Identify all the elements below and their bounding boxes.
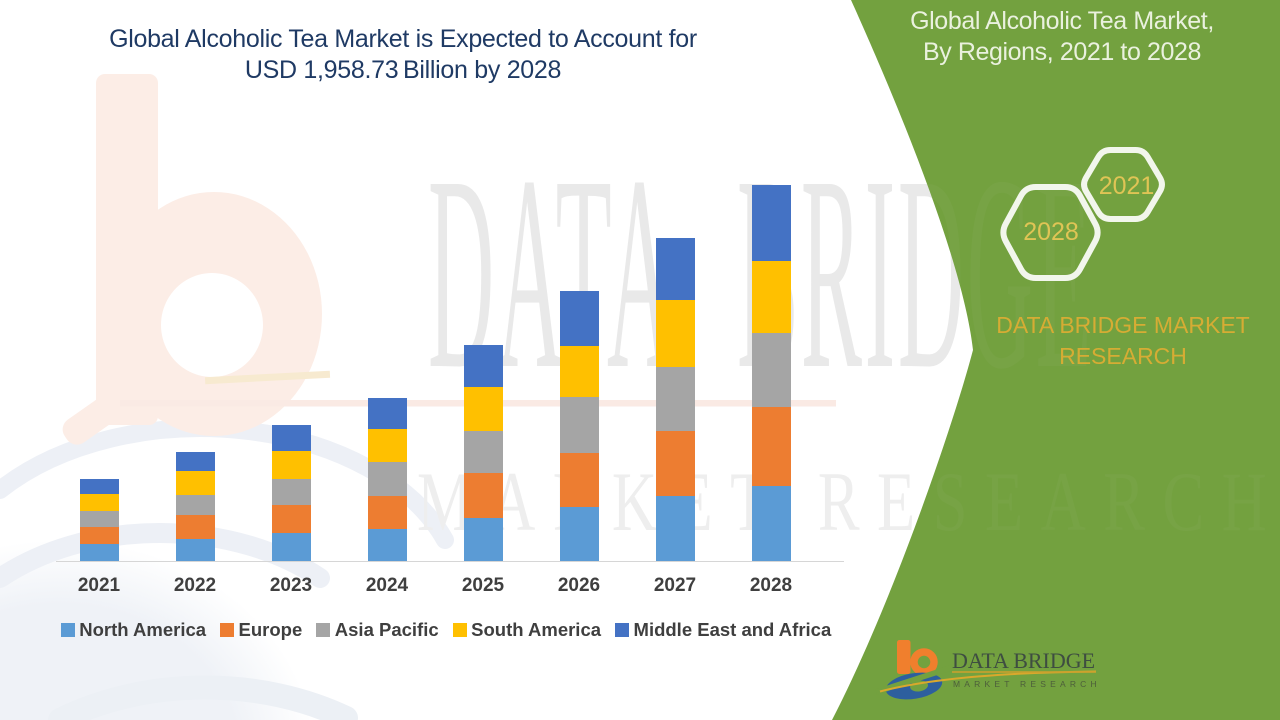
svg-text:DATA BRIDGE: DATA BRIDGE bbox=[952, 648, 1095, 673]
svg-text:MARKET RESEARCH: MARKET RESEARCH bbox=[953, 679, 1101, 689]
